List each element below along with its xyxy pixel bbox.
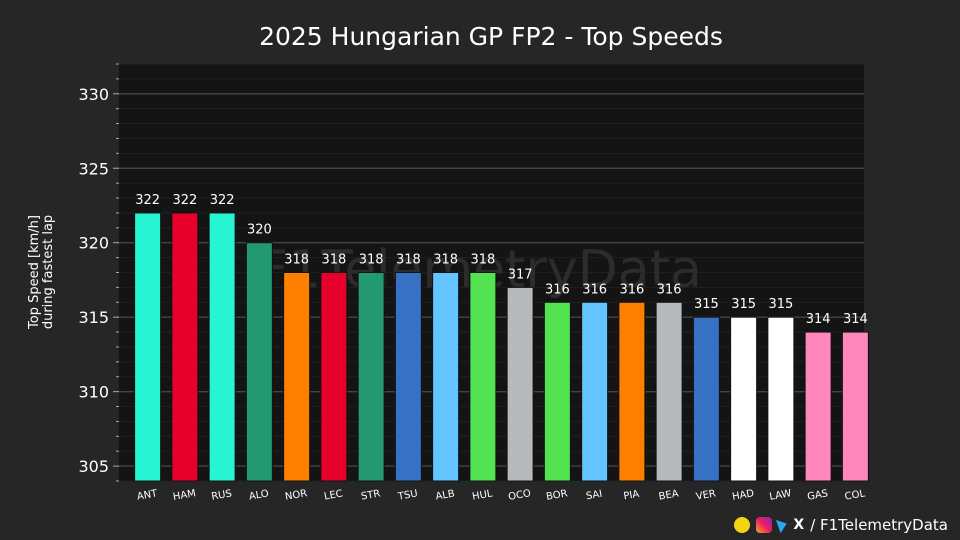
bar-law — [767, 316, 795, 482]
x-tick-label-tsu: TSU — [396, 488, 418, 502]
bar-ant — [134, 212, 162, 482]
data-label-rus: 322 — [210, 193, 235, 208]
bar-rus — [208, 212, 236, 482]
data-label-ver: 315 — [694, 297, 719, 312]
x-tick-label-pia: PIA — [623, 489, 641, 503]
bar-tsu — [394, 272, 422, 482]
bar-lec — [320, 272, 348, 482]
x-axis-ticks: ANT HAM RUS ALO NOR LEC STR TSU ALB HUL OCO BOR SAI P… — [136, 488, 866, 503]
x-tick-label-str: STR — [360, 488, 381, 502]
data-label-hul: 318 — [470, 253, 495, 268]
y-tick-label: 325 — [78, 159, 109, 178]
x-tick-label-bea: BEA — [658, 488, 680, 502]
bar-gas — [804, 331, 832, 482]
y-tick-label: 305 — [78, 457, 109, 476]
bar-sai — [581, 301, 609, 482]
data-label-ant: 322 — [135, 193, 160, 208]
youtube-icon[interactable] — [734, 517, 751, 533]
data-label-tsu: 318 — [396, 253, 421, 268]
bar-nor — [283, 272, 311, 482]
y-tick-label: 315 — [78, 308, 109, 327]
data-label-alb: 318 — [433, 253, 458, 268]
x-tick-label-alo: ALO — [248, 488, 270, 502]
bar-ham — [171, 212, 199, 482]
y-axis-label-2: during fastest lap — [41, 215, 56, 329]
x-tick-label-bor: BOR — [545, 488, 568, 503]
x-tick-label-lec: LEC — [323, 488, 344, 502]
data-label-sai: 316 — [582, 282, 607, 297]
x-tick-label-alb: ALB — [435, 488, 456, 502]
y-axis-label: Top Speed [km/h] — [27, 215, 42, 330]
data-label-bor: 316 — [545, 282, 570, 297]
y-axis-label-line2: during fastest lap — [41, 215, 56, 329]
x-tick-label-had: HAD — [731, 488, 755, 503]
x-tick-label-law: LAW — [769, 488, 793, 503]
bar-pia — [618, 301, 646, 482]
bar-ver — [692, 316, 720, 482]
x-tick-label-gas: GAS — [806, 488, 829, 502]
data-label-col: 314 — [843, 312, 868, 327]
bar-bea — [655, 301, 683, 482]
data-label-alo: 320 — [247, 223, 272, 238]
x-tick-label-ant: ANT — [136, 488, 159, 503]
y-axis-ticks: 305 310 315 320 325 330 — [78, 85, 109, 476]
x-icon[interactable]: X — [793, 517, 805, 533]
bar-bor — [543, 301, 571, 482]
data-label-oco: 317 — [508, 267, 533, 282]
bar-str — [357, 272, 385, 482]
x-tick-label-ver: VER — [695, 488, 717, 502]
x-tick-label-col: COL — [844, 488, 866, 502]
data-label-nor: 318 — [284, 253, 309, 268]
bar-hul — [469, 272, 497, 482]
bar-oco — [506, 286, 534, 482]
footer-handle: / F1TelemetryData — [810, 516, 948, 534]
y-tick-label: 310 — [78, 383, 109, 402]
y-tick-label: 320 — [78, 234, 109, 253]
telegram-icon[interactable] — [776, 516, 790, 534]
data-label-str: 318 — [359, 253, 384, 268]
bar-had — [730, 316, 758, 482]
data-label-law: 315 — [768, 297, 793, 312]
bar-alo — [245, 242, 273, 482]
data-label-pia: 316 — [619, 282, 644, 297]
data-label-ham: 322 — [172, 193, 197, 208]
instagram-icon[interactable] — [756, 517, 773, 533]
x-tick-label-sai: SAI — [585, 489, 603, 503]
data-label-lec: 318 — [321, 253, 346, 268]
bar-alb — [432, 272, 460, 482]
y-tick-label: 330 — [78, 85, 109, 104]
chart-title: 2025 Hungarian GP FP2 - Top Speeds — [259, 22, 723, 51]
x-tick-label-oco: OCO — [508, 488, 532, 503]
data-label-had: 315 — [731, 297, 756, 312]
bars: 322 322 322 320 318 318 318 318 318 318 317 316 316 3… — [134, 193, 869, 482]
x-tick-label-ham: HAM — [172, 488, 197, 503]
y-axis-label-line1: Top Speed [km/h] — [27, 215, 42, 330]
bar-col — [841, 331, 869, 482]
data-label-bea: 316 — [657, 282, 682, 297]
x-tick-label-hul: HUL — [471, 488, 493, 502]
x-tick-label-rus: RUS — [211, 488, 233, 502]
x-tick-label-nor: NOR — [284, 488, 308, 503]
data-label-gas: 314 — [806, 312, 831, 327]
footer: X / F1TelemetryData — [734, 516, 948, 534]
